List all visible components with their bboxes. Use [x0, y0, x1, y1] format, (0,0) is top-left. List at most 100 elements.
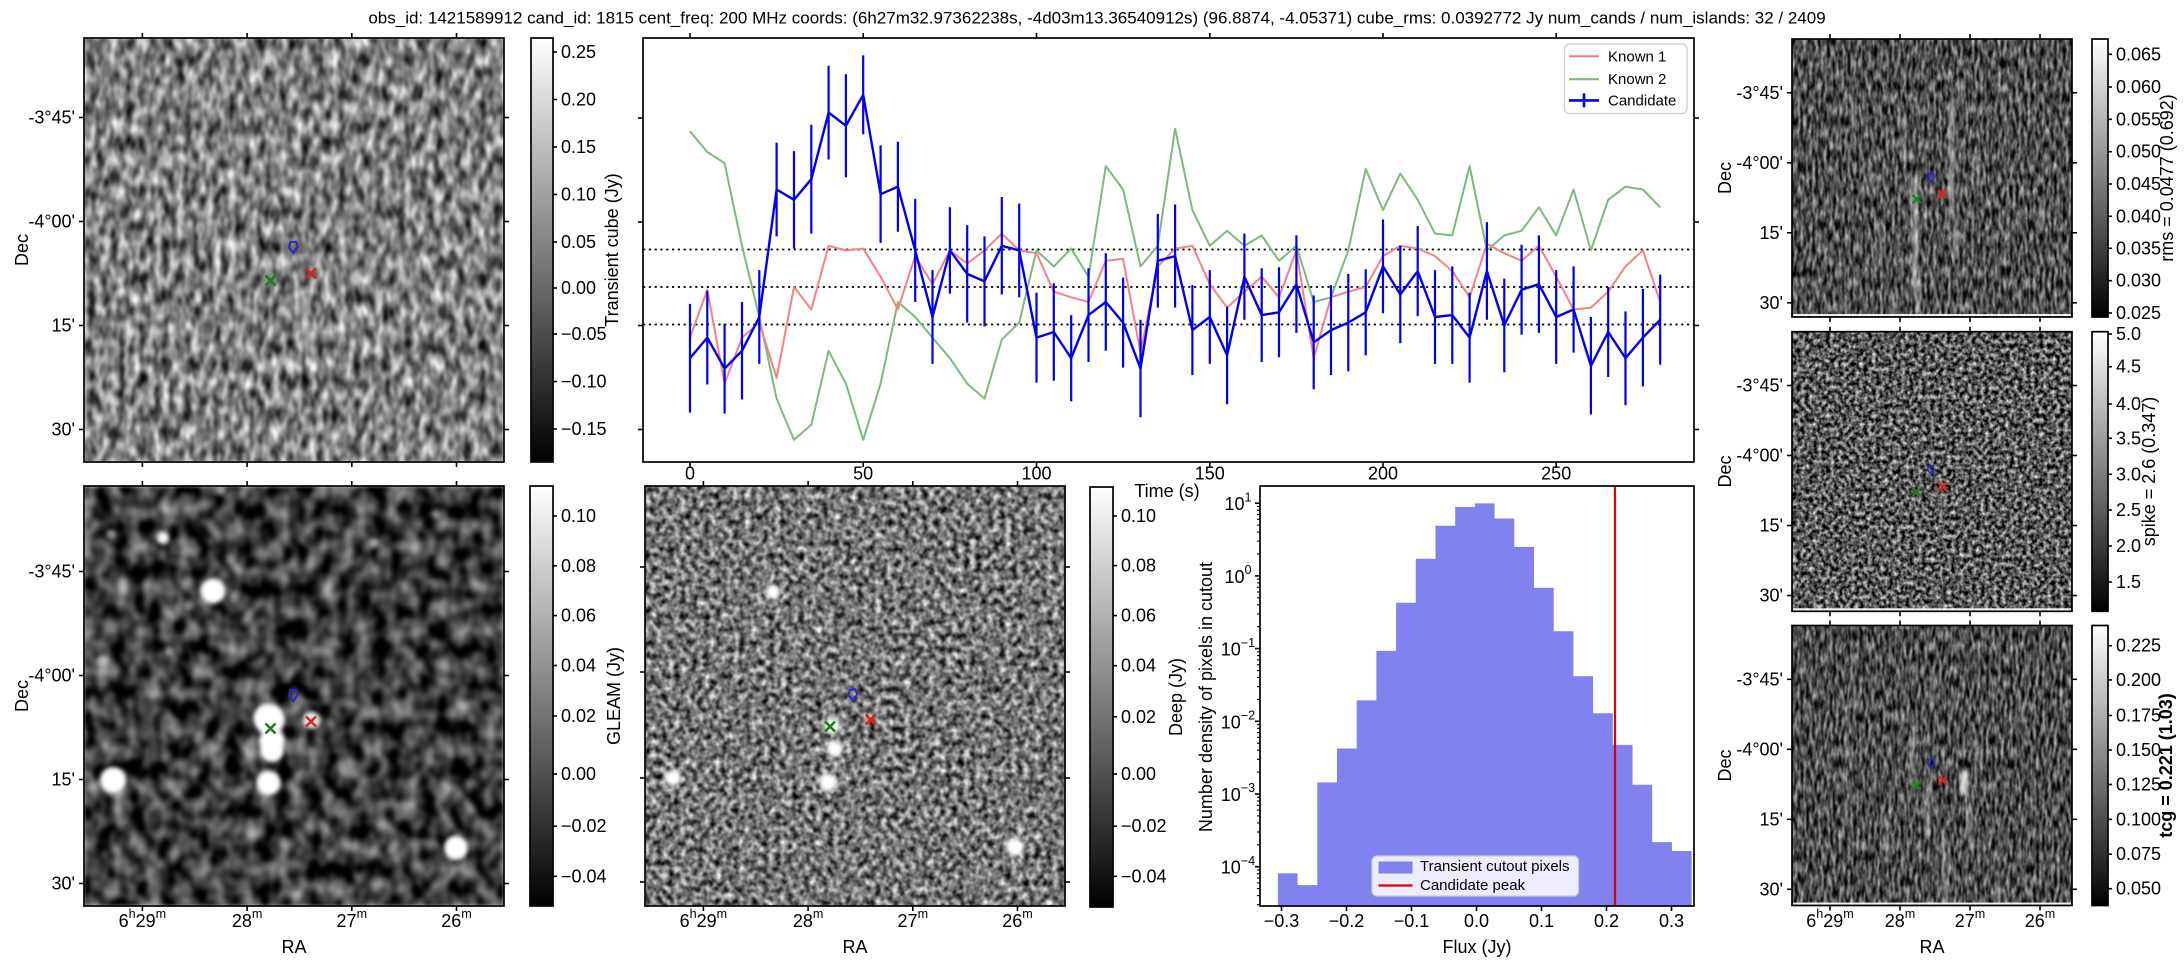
- svg-text:0.00: 0.00: [561, 278, 596, 298]
- svg-text:10−4​: 10−4​: [1221, 854, 1255, 878]
- svg-text:6h​29m​: 6h​29m​: [119, 907, 167, 931]
- svg-text:0.08: 0.08: [1121, 556, 1156, 576]
- svg-text:30': 30': [52, 874, 75, 894]
- svg-text:Number density of pixels in cu: Number density of pixels in cutout: [1196, 562, 1216, 832]
- svg-text:RA: RA: [281, 937, 306, 957]
- svg-text:30': 30': [1760, 879, 1783, 899]
- svg-text:150: 150: [1195, 464, 1225, 484]
- svg-text:0.3: 0.3: [1659, 911, 1684, 931]
- svg-text:30': 30': [1760, 293, 1783, 313]
- svg-text:−0.05: −0.05: [561, 324, 607, 344]
- svg-text:rms = 0.0477 (0.692): rms = 0.0477 (0.692): [2157, 94, 2177, 262]
- svg-text:-3°45': -3°45': [28, 108, 75, 128]
- svg-text:0.050: 0.050: [2116, 879, 2161, 899]
- svg-text:0.175: 0.175: [2116, 706, 2161, 726]
- svg-text:0.04: 0.04: [561, 656, 596, 676]
- svg-text:0.02: 0.02: [1121, 707, 1156, 727]
- svg-text:27m​: 27m​: [898, 907, 929, 931]
- svg-text:5.0: 5.0: [2116, 324, 2141, 344]
- svg-text:26m​: 26m​: [441, 907, 472, 931]
- svg-text:0.075: 0.075: [2116, 844, 2161, 864]
- svg-text:-3°45': -3°45': [28, 562, 75, 582]
- svg-text:0.025: 0.025: [2116, 303, 2161, 323]
- svg-text:−0.3: −0.3: [1264, 911, 1300, 931]
- svg-text:RA: RA: [842, 937, 867, 957]
- svg-text:-4°00': -4°00': [28, 212, 75, 232]
- svg-text:−0.10: −0.10: [561, 372, 607, 392]
- svg-text:-4°00': -4°00': [1736, 739, 1783, 759]
- svg-text:30': 30': [1760, 586, 1783, 606]
- svg-text:Transient cube (Jy): Transient cube (Jy): [602, 173, 622, 326]
- svg-text:0.200: 0.200: [2116, 670, 2161, 690]
- svg-text:-4°00': -4°00': [1736, 446, 1783, 466]
- svg-text:tcg = 0.221 (1.03): tcg = 0.221 (1.03): [2156, 693, 2176, 838]
- svg-text:100​: 100​: [1224, 563, 1251, 587]
- svg-text:0.040: 0.040: [2116, 206, 2161, 226]
- svg-text:0.05: 0.05: [561, 232, 596, 252]
- svg-text:0.030: 0.030: [2116, 271, 2161, 291]
- svg-text:10−1​: 10−1​: [1221, 636, 1255, 660]
- svg-text:10−2​: 10−2​: [1221, 709, 1255, 733]
- svg-text:−0.2: −0.2: [1329, 911, 1365, 931]
- svg-text:2.5: 2.5: [2116, 500, 2141, 520]
- svg-text:0.20: 0.20: [561, 90, 596, 110]
- svg-text:Candidate peak: Candidate peak: [1420, 877, 1526, 894]
- svg-text:1.5: 1.5: [2116, 572, 2141, 592]
- svg-text:0.00: 0.00: [561, 764, 596, 784]
- svg-text:−0.02: −0.02: [1121, 816, 1167, 836]
- svg-text:−0.02: −0.02: [561, 816, 607, 836]
- svg-text:2.0: 2.0: [2116, 536, 2141, 556]
- svg-text:26m​: 26m​: [2025, 907, 2056, 931]
- svg-text:−0.1: −0.1: [1394, 911, 1430, 931]
- svg-text:0.2: 0.2: [1594, 911, 1619, 931]
- svg-text:−0.04: −0.04: [1121, 866, 1167, 886]
- svg-text:Time (s): Time (s): [1134, 481, 1199, 501]
- svg-text:15': 15': [1760, 223, 1783, 243]
- svg-text:−0.04: −0.04: [561, 866, 607, 886]
- svg-text:-3°45': -3°45': [1736, 669, 1783, 689]
- svg-text:4.0: 4.0: [2116, 394, 2141, 414]
- svg-text:spike = 2.6 (0.347): spike = 2.6 (0.347): [2139, 397, 2159, 547]
- svg-text:0.125: 0.125: [2116, 775, 2161, 795]
- svg-text:0.055: 0.055: [2116, 109, 2161, 129]
- svg-text:0.02: 0.02: [561, 706, 596, 726]
- svg-text:200: 200: [1368, 464, 1398, 484]
- svg-text:0.06: 0.06: [561, 606, 596, 626]
- svg-text:Dec: Dec: [12, 680, 32, 712]
- svg-text:Flux (Jy): Flux (Jy): [1443, 937, 1512, 957]
- svg-text:GLEAM (Jy): GLEAM (Jy): [604, 647, 624, 745]
- svg-text:RA: RA: [1919, 937, 1944, 957]
- svg-text:0.04: 0.04: [1121, 656, 1156, 676]
- svg-text:Candidate: Candidate: [1608, 93, 1676, 110]
- svg-text:0.045: 0.045: [2116, 174, 2161, 194]
- svg-text:27m​: 27m​: [1955, 907, 1986, 931]
- svg-text:0.1: 0.1: [1529, 911, 1554, 931]
- svg-text:0.150: 0.150: [2116, 740, 2161, 760]
- svg-text:3.5: 3.5: [2116, 428, 2141, 448]
- svg-text:obs_id: 1421589912 cand_id: 18: obs_id: 1421589912 cand_id: 1815 cent_fr…: [368, 9, 1825, 28]
- svg-text:0.100: 0.100: [2116, 809, 2161, 829]
- svg-text:27m​: 27m​: [337, 907, 368, 931]
- svg-text:6h​29m​: 6h​29m​: [680, 907, 728, 931]
- svg-text:250: 250: [1541, 464, 1571, 484]
- svg-text:Dec: Dec: [12, 234, 32, 266]
- svg-text:0: 0: [685, 464, 695, 484]
- svg-text:0.25: 0.25: [561, 42, 596, 62]
- svg-text:6h​29m​: 6h​29m​: [1806, 907, 1854, 931]
- svg-text:26m​: 26m​: [1002, 907, 1033, 931]
- svg-text:10−3​: 10−3​: [1221, 781, 1255, 805]
- svg-text:Dec: Dec: [1715, 749, 1735, 781]
- svg-text:Deep (Jy): Deep (Jy): [1166, 658, 1186, 736]
- svg-text:4.5: 4.5: [2116, 357, 2141, 377]
- svg-text:Dec: Dec: [1715, 162, 1735, 194]
- svg-text:0.0: 0.0: [1464, 911, 1489, 931]
- svg-text:28m​: 28m​: [232, 907, 263, 931]
- svg-text:-4°00': -4°00': [28, 666, 75, 686]
- svg-text:0.10: 0.10: [561, 506, 596, 526]
- svg-text:0.15: 0.15: [561, 137, 596, 157]
- svg-text:Dec: Dec: [1715, 455, 1735, 487]
- svg-text:0.035: 0.035: [2116, 238, 2161, 258]
- svg-text:0.065: 0.065: [2116, 44, 2161, 64]
- svg-text:100: 100: [1021, 464, 1051, 484]
- svg-text:50: 50: [853, 464, 873, 484]
